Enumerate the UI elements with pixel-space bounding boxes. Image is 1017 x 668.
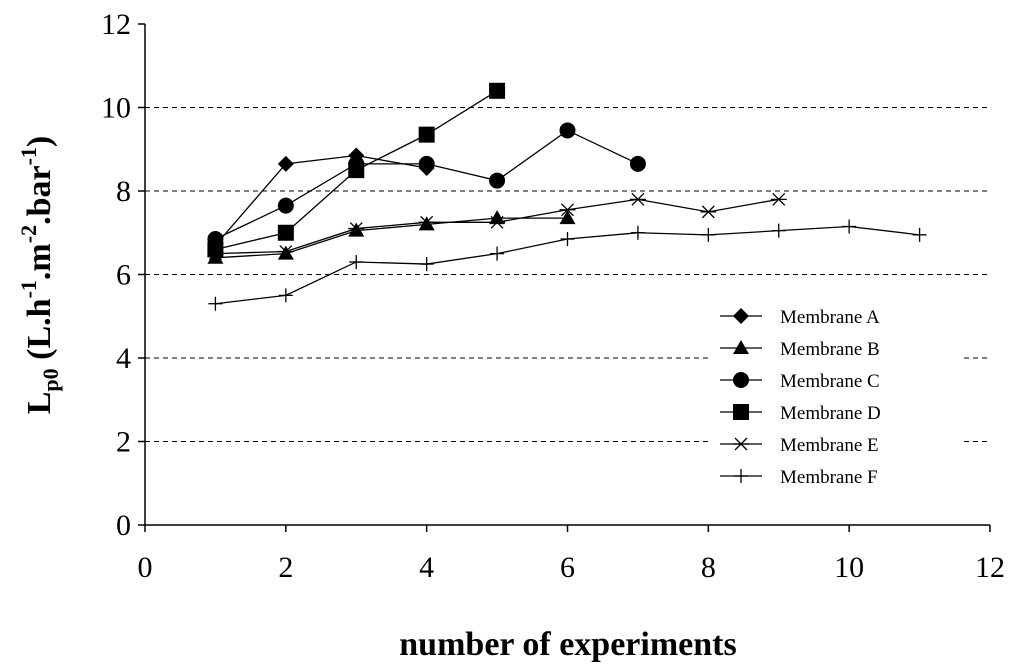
x-tick-label: 12 — [975, 551, 1005, 584]
data-point — [349, 254, 364, 269]
y-tick-label: 10 — [101, 92, 131, 125]
legend-label: Membrane E — [780, 435, 879, 456]
data-point — [701, 227, 716, 242]
y-tick-label: 8 — [116, 175, 131, 208]
legend-marker — [733, 437, 749, 451]
series-5 — [207, 192, 787, 261]
y-axis-title: Lp0 (L.h-1.m-2.bar-1) — [16, 136, 63, 415]
legend-item: Membrane C — [720, 371, 880, 392]
data-point — [348, 162, 365, 179]
data-point — [770, 192, 787, 206]
legend-label: Membrane F — [780, 467, 878, 488]
x-tick-label: 2 — [278, 551, 293, 584]
x-tick-labels: 0 2 4 6 8 10 12 — [138, 551, 1006, 584]
x-tick-label: 10 — [834, 551, 864, 584]
x-tick-label: 6 — [560, 551, 575, 584]
legend-label: Membrane A — [780, 307, 880, 328]
series-6 — [208, 219, 927, 311]
data-point — [559, 203, 576, 217]
y-tick-label: 4 — [116, 342, 131, 375]
legend-item: Membrane A — [720, 307, 880, 328]
y-tick-label: 0 — [116, 509, 131, 542]
data-point — [629, 155, 646, 172]
series-line — [214, 154, 427, 246]
legend-label: Membrane C — [780, 371, 880, 392]
legend-item: Membrane D — [720, 403, 881, 424]
legend-item: Membrane B — [720, 339, 880, 360]
legend-marker — [733, 308, 749, 324]
x-tick-label: 0 — [138, 551, 153, 584]
data-point — [559, 122, 576, 139]
data-point — [560, 232, 575, 247]
data-point — [207, 241, 224, 258]
data-point — [278, 288, 293, 303]
legend-marker — [733, 404, 749, 420]
series-group — [207, 82, 927, 311]
data-point — [418, 126, 435, 143]
data-point — [277, 245, 294, 258]
y-tick-label: 12 — [101, 8, 131, 41]
data-point — [418, 215, 435, 229]
data-point — [277, 155, 294, 172]
legend-item: Membrane E — [720, 435, 879, 456]
data-point — [489, 82, 506, 99]
y-tick-label: 2 — [116, 426, 131, 459]
data-point — [489, 215, 506, 229]
legend-marker — [733, 372, 749, 388]
data-point — [207, 247, 224, 261]
data-point — [771, 223, 786, 238]
data-point — [418, 155, 435, 172]
data-point — [912, 227, 927, 242]
x-tick-label: 4 — [419, 551, 434, 584]
legend-label: Membrane D — [780, 403, 881, 424]
data-point — [208, 296, 223, 311]
legend: Membrane A Membrane B Membrane C Membrane D… — [712, 296, 962, 501]
x-axis-title: number of experiments — [399, 626, 736, 663]
legend-box — [712, 296, 962, 501]
data-point — [489, 172, 506, 189]
data-point — [489, 210, 506, 225]
series-line — [215, 198, 779, 255]
data-point — [700, 205, 717, 219]
data-point — [842, 219, 857, 234]
data-point — [419, 257, 434, 272]
y-tick-labels: 0 2 4 6 8 10 12 — [101, 8, 131, 542]
data-point — [277, 224, 294, 241]
axes — [138, 23, 991, 532]
legend-marker — [734, 469, 748, 483]
legend-label: Membrane B — [780, 339, 880, 360]
y-tick-label: 6 — [116, 259, 131, 292]
data-point — [277, 197, 294, 214]
series-line — [215, 217, 568, 259]
legend-marker — [733, 340, 749, 354]
data-point — [490, 246, 505, 261]
data-point — [559, 210, 576, 225]
data-point — [630, 225, 645, 240]
data-point — [629, 192, 646, 206]
x-tick-label: 8 — [701, 551, 716, 584]
legend-item: Membrane F — [720, 467, 878, 488]
data-point — [348, 222, 365, 236]
